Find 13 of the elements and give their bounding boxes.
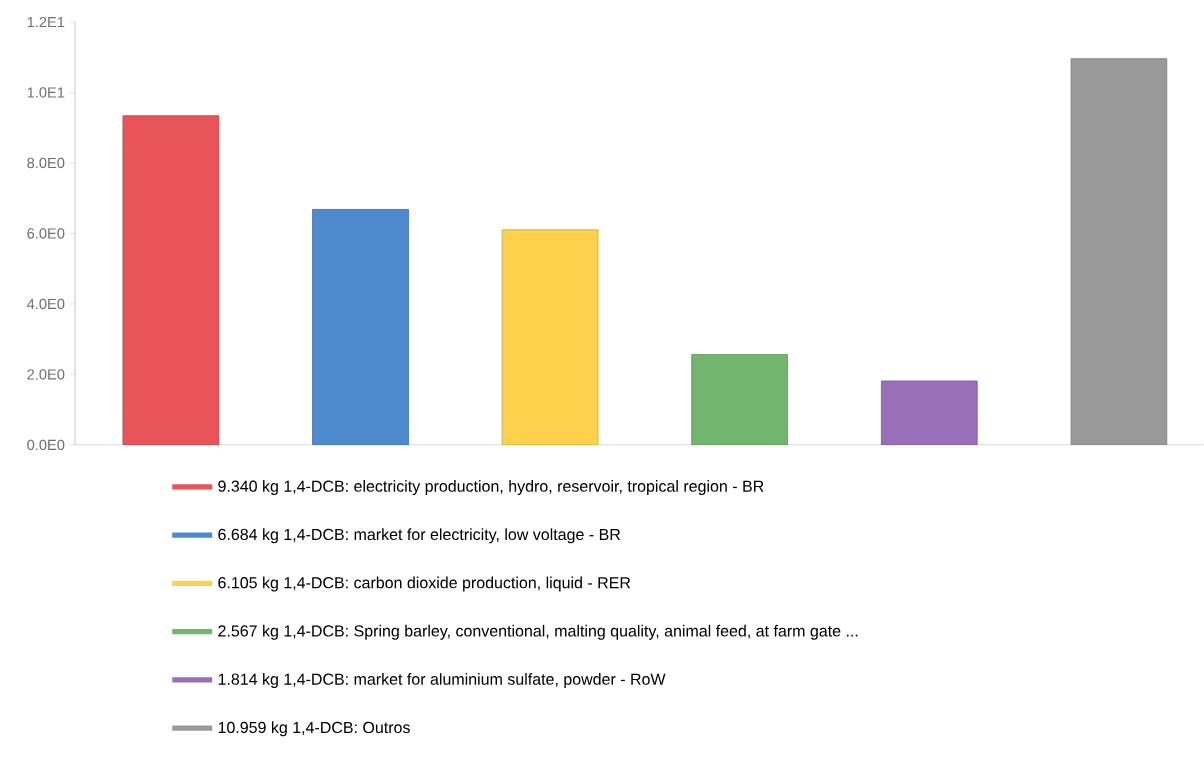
y-tick-label: 6.0E0: [27, 228, 65, 239]
legend-label: 10.959 kg 1,4-DCB: Outros: [218, 721, 410, 737]
y-tick-label: 8.0E0: [27, 157, 65, 169]
legend-label: 6.105 kg 1,4-DCB: carbon dioxide production, liquid - RER: [218, 576, 631, 592]
y-tick-label: 1.2E1: [27, 16, 65, 28]
y-tick-label: 2.0E0: [27, 369, 65, 380]
legend-label: 2.567 kg 1,4-DCB: Spring barley, conventional, malting quality, animal feed, at farm gate ...: [218, 624, 858, 640]
legend-label: 9.340 kg 1,4-DCB: electricity production, hydro, reservoir, tropical region - BR: [218, 480, 764, 496]
y-tick-label: 4.0E0: [26, 298, 65, 310]
y-tick-label: 0.0E0: [27, 439, 65, 451]
legend-label: 1.814 kg 1,4-DCB: market for aluminium sulfate, powder - RoW: [218, 673, 666, 689]
y-tick-label: 1.0E1: [27, 87, 65, 98]
legend-label: 6.684 kg 1,4-DCB: market for electricity, low voltage - BR: [218, 528, 621, 544]
